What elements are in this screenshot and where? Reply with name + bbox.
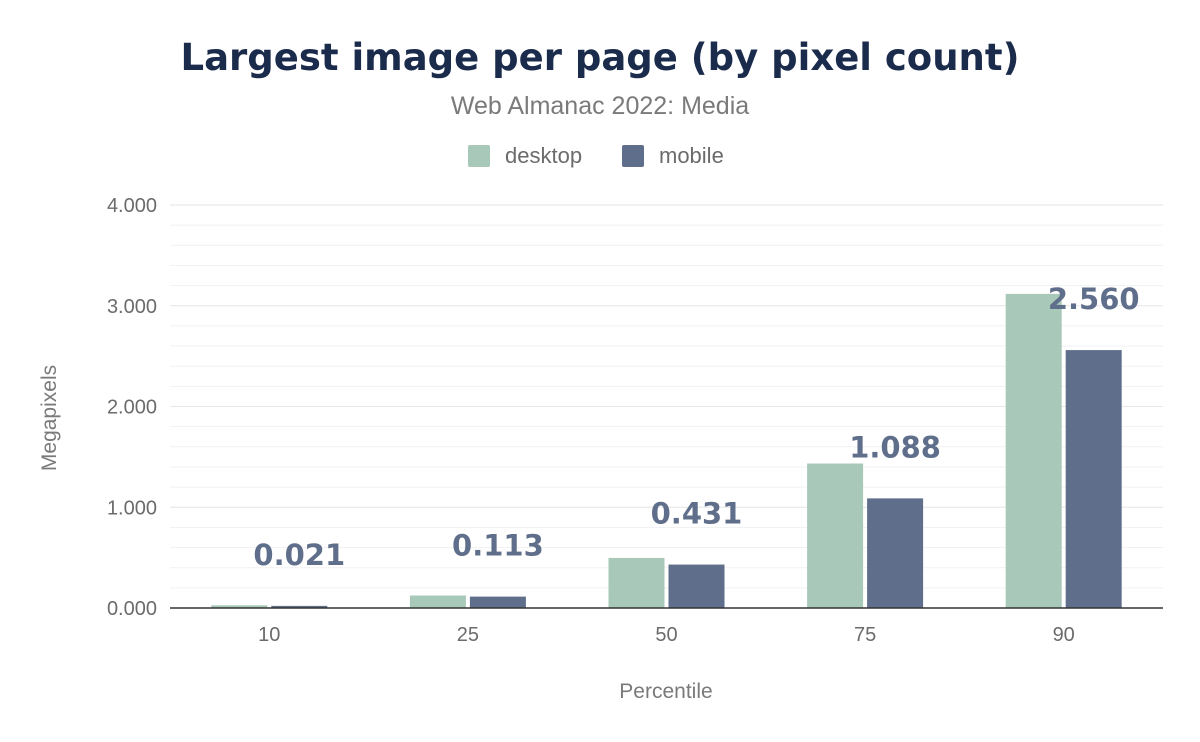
data-label: 1.088 xyxy=(849,430,941,464)
bar-mobile xyxy=(1065,350,1122,608)
bar-mobile xyxy=(271,605,328,608)
data-label: 2.560 xyxy=(1048,282,1140,316)
data-labels: 0.021 0.113 0.431 1.088 2.560 xyxy=(253,282,1139,572)
bar-mobile xyxy=(668,564,725,608)
x-tick-label: 50 xyxy=(655,624,677,646)
y-tick-label: 4.000 xyxy=(107,195,157,217)
x-axis-ticks: 10 25 50 75 90 xyxy=(258,624,1075,646)
x-tick-label: 75 xyxy=(854,624,876,646)
bar-desktop xyxy=(409,595,466,608)
chart-subtitle: Web Almanac 2022: Media xyxy=(451,92,749,120)
chart-title: Largest image per page (by pixel count) xyxy=(181,36,1020,79)
legend-swatch-mobile xyxy=(622,145,644,167)
data-label: 0.431 xyxy=(651,497,743,531)
legend-label-desktop: desktop xyxy=(505,143,582,168)
bar-mobile xyxy=(867,498,924,608)
bar-desktop xyxy=(608,557,665,608)
x-tick-label: 25 xyxy=(457,624,479,646)
gridlines xyxy=(170,204,1163,589)
legend-swatch-desktop xyxy=(468,145,490,167)
x-tick-label: 10 xyxy=(258,624,280,646)
bar-desktop xyxy=(807,463,864,608)
y-axis-ticks: 0.000 1.000 2.000 3.000 4.000 xyxy=(107,195,157,620)
y-tick-label: 2.000 xyxy=(107,397,157,419)
bars xyxy=(211,293,1122,608)
y-tick-label: 0.000 xyxy=(107,598,157,620)
bar-mobile xyxy=(469,596,526,608)
x-tick-label: 90 xyxy=(1053,624,1075,646)
data-label: 0.021 xyxy=(253,538,345,572)
y-axis-label: Megapixels xyxy=(38,365,61,471)
legend-label-mobile: mobile xyxy=(659,143,724,168)
bar-desktop xyxy=(211,605,268,608)
bar-desktop xyxy=(1005,293,1062,608)
x-axis-label: Percentile xyxy=(619,680,712,703)
y-tick-label: 3.000 xyxy=(107,296,157,318)
legend: desktop mobile xyxy=(468,143,724,168)
data-label: 0.113 xyxy=(452,529,544,563)
y-tick-label: 1.000 xyxy=(107,497,157,519)
